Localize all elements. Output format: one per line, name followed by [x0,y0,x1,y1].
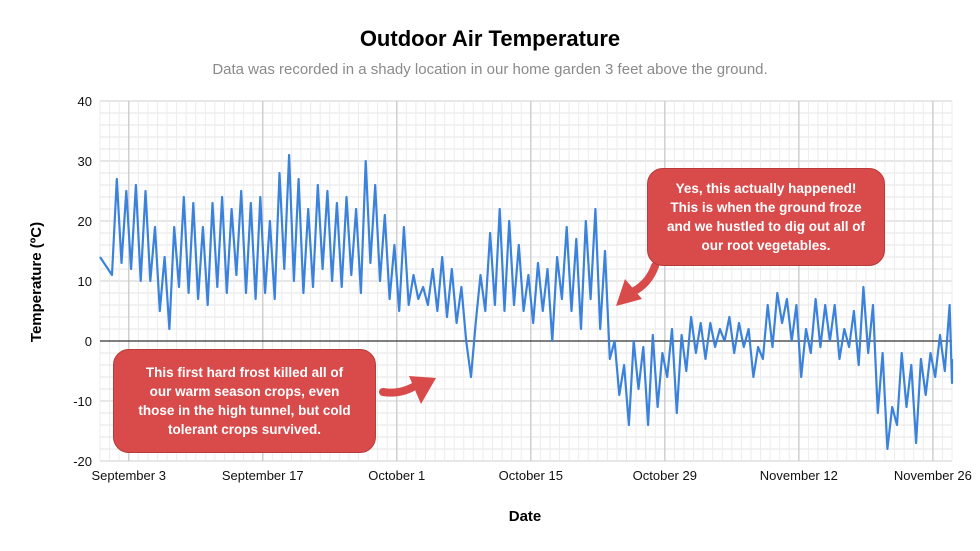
x-tick-label: November 26 [894,468,972,483]
frost-arrow-head [409,376,436,404]
y-tick-label: -10 [73,394,92,409]
y-tick-label: 0 [85,334,92,349]
x-tick-label: October 1 [368,468,425,483]
x-tick-label: October 15 [499,468,563,483]
x-axis-label: Date [509,508,542,525]
y-tick-label: 20 [78,214,92,229]
chart-subtitle: Data was recorded in a shady location in… [212,61,767,78]
x-tick-label: October 29 [633,468,697,483]
x-tick-label: September 3 [92,468,166,483]
y-tick-label: 10 [78,274,92,289]
y-tick-label: 30 [78,154,92,169]
y-tick-label: -20 [73,454,92,469]
x-tick-label: September 17 [222,468,304,483]
x-tick-label: November 12 [760,468,838,483]
series-line-temperature [99,153,954,451]
chart-title: Outdoor Air Temperature [360,26,620,51]
y-tick-label: 40 [78,94,92,109]
frost-arrow-shaft [379,380,422,397]
y-axis-ticks: 40 30 20 10 0 -10 -20 [73,94,92,469]
y-axis-label: Temperature (ºC) [28,222,45,342]
freeze-arrow-head [616,279,642,306]
callout-ground-froze: Yes, this actually happened! This is whe… [647,168,885,266]
x-axis-ticks: September 3 September 17 October 1 October … [92,468,972,483]
annotation-arrows [379,262,659,404]
callout-first-hard-frost: This first hard frost killed all of our … [113,349,376,453]
series-layer [99,153,954,451]
